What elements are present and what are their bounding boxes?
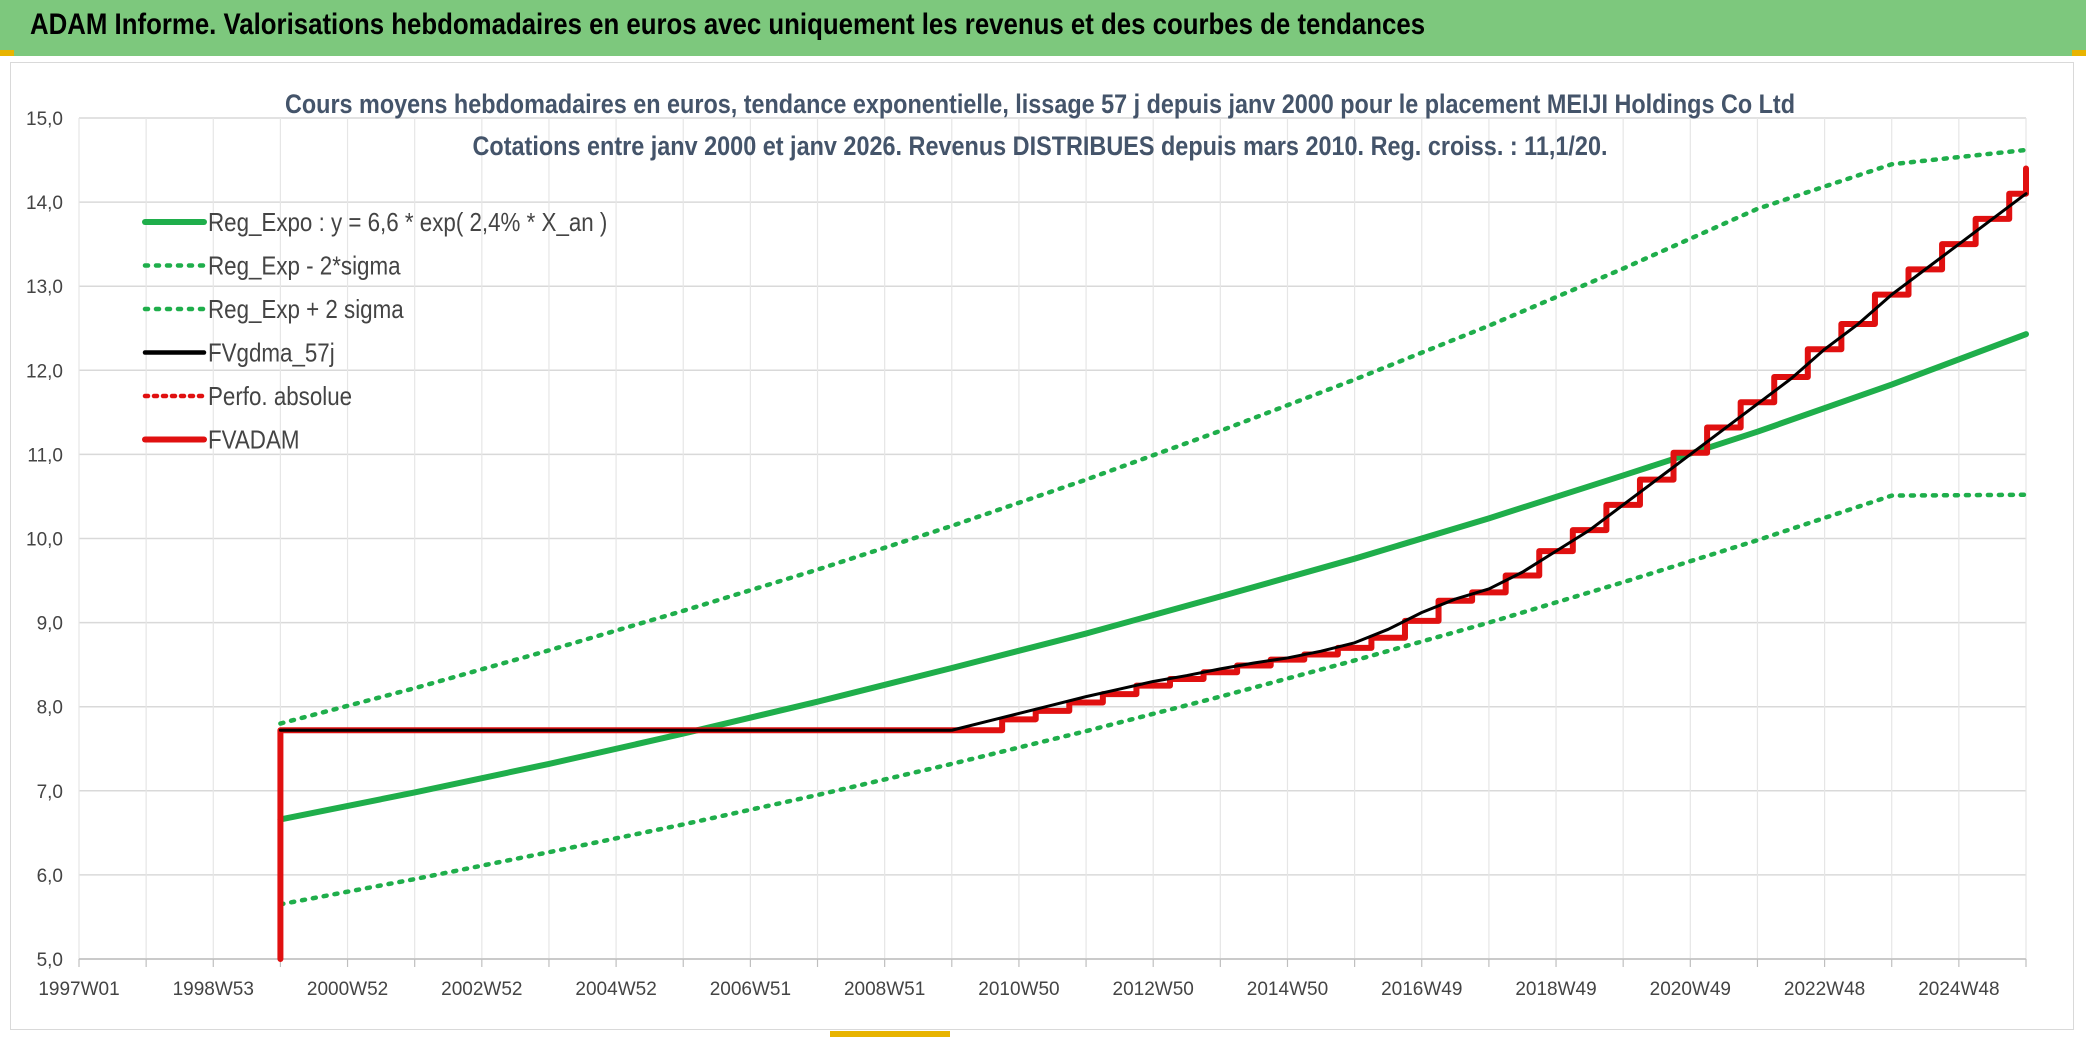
chart-frame [10,62,2074,1030]
corner-mark-top-right [2072,50,2086,56]
x-tick-label: 1998W53 [173,979,254,1000]
y-axis-ticks: 5,0 6,0 7,0 8,0 9,0 10,0 11,0 12,0 13,0 14,0 15,0 [26,109,63,971]
x-tick-label: 2006W51 [710,979,791,1000]
series-lines [277,147,2029,962]
legend: Reg_Expo : y = 6,6 * exp( 2,4% * X_an ) R… [142,208,607,455]
series-line-5 [277,165,2029,962]
y-tick-label: 14,0 [26,193,63,214]
x-tick-label: 2000W52 [307,979,388,1000]
y-tick-label: 8,0 [37,698,63,719]
x-tick-label: 2002W52 [441,979,522,1000]
x-tick-label: 2024W48 [1918,979,1999,1000]
legend-label: Reg_Exp - 2*sigma [208,252,401,281]
grid-lines [78,117,2027,967]
legend-label: Perfo. absolue [208,382,352,411]
chart-subtitle: Cotations entre janv 2000 et janv 2026. … [473,131,1608,161]
y-tick-label: 13,0 [26,277,63,298]
legend-label: FVgdma_57j [208,339,335,368]
y-tick-label: 7,0 [37,782,63,803]
x-tick-label: 2014W50 [1247,979,1328,1000]
legend-label: Reg_Exp + 2 sigma [208,295,404,324]
legend-label: Reg_Expo : y = 6,6 * exp( 2,4% * X_an ) [208,208,607,237]
x-tick-label: 2022W48 [1784,979,1865,1000]
y-tick-label: 6,0 [37,866,63,887]
series-line-2 [278,147,2029,726]
corner-mark-top-left [0,50,14,56]
chart-title: Cours moyens hebdomadaires en euros, ten… [285,89,1795,119]
x-axis-ticks: 1997W01 1998W53 2000W52 2002W52 2004W52 2006W… [38,979,1999,1000]
y-tick-label: 10,0 [26,530,63,551]
x-tick-label: 2016W49 [1381,979,1462,1000]
y-tick-label: 12,0 [26,361,63,382]
y-tick-label: 15,0 [26,109,63,130]
series-line-1 [278,492,2029,907]
x-tick-label: 2008W51 [844,979,925,1000]
x-tick-label: 2012W50 [1113,979,1194,1000]
legend-label: FVADAM [208,426,299,455]
x-tick-label: 1997W01 [38,979,119,1000]
report-title: ADAM Informe. Valorisations hebdomadaire… [30,8,1426,41]
y-tick-label: 9,0 [37,614,63,635]
y-tick-label: 5,0 [37,950,63,971]
x-tick-label: 2010W50 [978,979,1059,1000]
corner-mark-bottom [830,1031,950,1037]
series-line-0 [277,331,2029,823]
y-tick-label: 11,0 [27,445,63,466]
x-tick-label: 2020W49 [1650,979,1731,1000]
series-line-3 [278,192,2028,732]
x-tick-label: 2018W49 [1515,979,1596,1000]
report-header-bar: ADAM Informe. Valorisations hebdomadaire… [0,0,2086,56]
x-tick-label: 2004W52 [575,979,656,1000]
